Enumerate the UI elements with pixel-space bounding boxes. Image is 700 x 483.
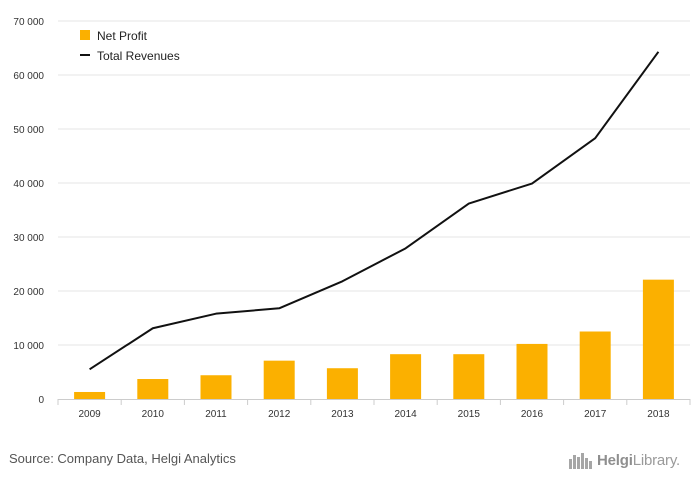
- bar-net-profit-2011: [200, 375, 232, 399]
- bar-net-profit-2016: [516, 343, 548, 399]
- logo-text-regular: Library.: [632, 451, 681, 469]
- x-tick-label: 2015: [458, 409, 481, 420]
- y-tick-label: 30 000: [13, 233, 44, 244]
- legend-label-total-revenues: Total Revenues: [97, 49, 180, 63]
- x-tick-label: 2017: [584, 409, 607, 420]
- x-tick-label: 2018: [647, 409, 670, 420]
- helgi-library-logo: HelgiLibrary.: [568, 449, 680, 471]
- legend: Net Profit Total Revenues: [80, 29, 180, 63]
- bar-net-profit-2015: [453, 354, 485, 399]
- y-tick-label: 0: [38, 395, 44, 406]
- x-tick-label: 2009: [78, 409, 101, 420]
- y-tick-label: 60 000: [13, 71, 44, 82]
- bar-series: [74, 279, 674, 399]
- y-tick-label: 20 000: [13, 287, 44, 298]
- legend-label-net-profit: Net Profit: [97, 29, 148, 43]
- y-tick-label: 40 000: [13, 179, 44, 190]
- y-axis-ticks: 0 10 000 20 000 30 000 40 000 50 000 60 000 70 …: [13, 17, 44, 406]
- bar-net-profit-2010: [137, 379, 169, 399]
- bar-net-profit-2013: [326, 368, 358, 399]
- y-tick-label: 50 000: [13, 125, 44, 136]
- x-tick-label: 2010: [142, 409, 165, 420]
- bar-net-profit-2009: [74, 391, 106, 399]
- line-total-revenues: [89, 51, 660, 371]
- chart: 0 10 000 20 000 30 000 40 000 50 000 60 000 70 …: [13, 17, 691, 420]
- line-series: [89, 51, 660, 371]
- x-tick-label: 2013: [331, 409, 354, 420]
- logo-text-bold: Helgi: [597, 451, 633, 469]
- x-tick-label: 2011: [205, 409, 227, 420]
- x-axis: 2009 2010 2011 2012 2013 2014 2015 2016 2017 2018: [57, 399, 691, 420]
- building-icon: [569, 453, 592, 469]
- bar-net-profit-2018: [642, 279, 674, 399]
- bar-net-profit-2012: [263, 360, 295, 399]
- x-tick-label: 2016: [521, 409, 544, 420]
- y-tick-label: 70 000: [13, 17, 44, 28]
- bar-net-profit-2017: [579, 331, 611, 399]
- x-tick-label: 2014: [394, 409, 417, 420]
- x-tick-label: 2012: [268, 409, 291, 420]
- bar-net-profit-2014: [390, 354, 422, 399]
- gridlines: [58, 20, 690, 346]
- source-note: Source: Company Data, Helgi Analytics: [9, 451, 236, 466]
- legend-swatch-net-profit: [80, 30, 90, 40]
- y-tick-label: 10 000: [13, 341, 44, 352]
